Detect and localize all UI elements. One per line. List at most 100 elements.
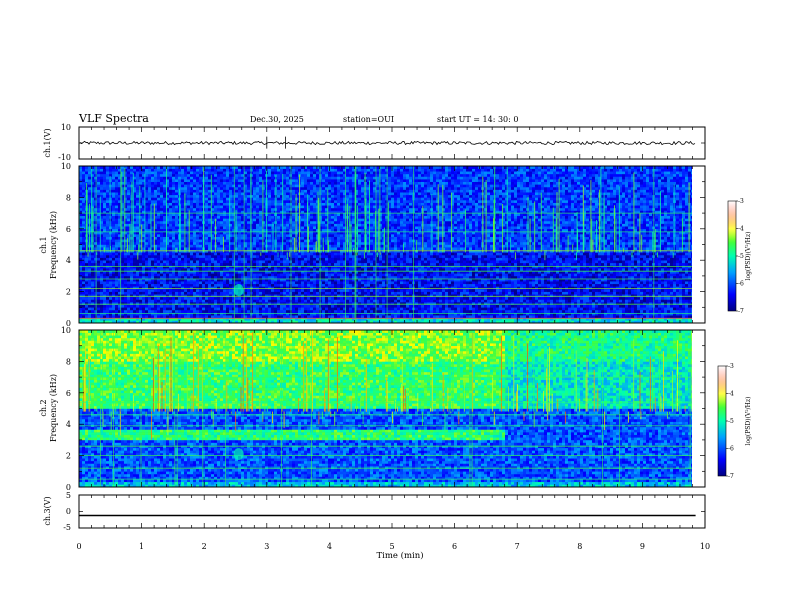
spectrogram-cell <box>163 270 167 274</box>
spectrogram-cell <box>283 294 287 298</box>
spectrogram-cell <box>109 307 113 311</box>
spectrogram-cell <box>277 223 281 227</box>
spectrogram-cell <box>277 218 281 222</box>
spectrogram-cell <box>319 286 323 290</box>
spectrogram-cell <box>196 215 200 219</box>
spectrogram-cell <box>232 315 236 319</box>
spectrogram-cell <box>148 218 152 222</box>
spectrogram-cell <box>307 307 311 311</box>
spectrogram-cell <box>286 202 290 206</box>
spectrogram-cell <box>181 210 185 214</box>
spectrogram-cell <box>142 200 146 203</box>
spectrogram-cell <box>175 176 179 180</box>
spectrogram-cell <box>196 270 200 274</box>
spectrogram-cell <box>139 294 143 298</box>
spectrogram-cell <box>127 315 131 319</box>
spectrogram-cell <box>169 247 173 251</box>
spectrogram-cell <box>217 315 221 319</box>
spectrogram-cell <box>256 239 260 243</box>
spectrogram-cell <box>136 186 140 190</box>
spectrogram-cell <box>133 218 137 222</box>
spectrogram-cell <box>175 197 179 201</box>
spectrogram-cell <box>199 234 203 237</box>
spectrogram-cell <box>193 207 197 211</box>
spectrogram-cell <box>211 236 215 240</box>
spectrogram-cell <box>181 228 185 232</box>
spectrogram-cell <box>82 278 86 282</box>
spectrogram-cell <box>316 304 320 308</box>
spectrogram-cell <box>82 213 86 217</box>
spectrogram-cell <box>133 254 137 258</box>
spectrogram-cell <box>244 281 248 285</box>
spectrogram-cell <box>169 257 173 261</box>
spectrogram-cell <box>166 231 170 235</box>
spectrogram-cell <box>175 166 179 169</box>
spectrogram-cell <box>121 262 125 266</box>
spectrogram-cell <box>97 186 101 190</box>
spectrogram-cell <box>244 168 248 172</box>
spectrogram-cell <box>271 278 275 282</box>
spectrogram-cell <box>124 228 128 232</box>
spectrogram-cell <box>154 189 158 193</box>
ch1-ylabel: ch.1(V) <box>43 128 52 157</box>
spectrogram-cell <box>199 231 203 235</box>
spectrogram-cell <box>214 254 218 258</box>
spectrogram-cell <box>214 257 218 261</box>
spectrogram-cell <box>100 176 104 180</box>
spectrogram-cell <box>148 192 152 196</box>
spectrogram-cell <box>157 296 161 300</box>
spectrogram-cell <box>145 192 149 196</box>
spectrogram-cell <box>172 257 176 261</box>
spectrogram-cell <box>259 236 263 240</box>
spectrogram-cell <box>157 320 161 323</box>
spectrogram-cell <box>184 166 188 169</box>
spectrogram-cell <box>142 315 146 319</box>
spectrogram-cell <box>193 194 197 198</box>
spectrogram-cell <box>202 257 206 261</box>
spectrogram-cell <box>172 200 176 203</box>
spectrogram-cell <box>310 218 314 222</box>
spectrogram-cell <box>262 189 266 193</box>
spectrogram-cell <box>319 166 323 169</box>
spectrogram-cell <box>226 304 230 308</box>
spectrogram-cell <box>88 283 92 287</box>
spectrogram-cell <box>121 275 125 279</box>
spectrogram-cell <box>256 262 260 266</box>
spectrogram-cell <box>163 228 167 232</box>
spectrogram-cell <box>94 247 98 251</box>
spectrogram-cell <box>100 299 104 303</box>
spectrogram-cell <box>112 281 116 285</box>
spectrogram-cell <box>169 194 173 198</box>
spectrogram-cell <box>211 234 215 237</box>
spectrogram-cell <box>169 244 173 248</box>
spectrogram-cell <box>142 186 146 190</box>
spectrogram-cell <box>172 273 176 277</box>
spectrogram-cell <box>214 294 218 298</box>
spectrogram-cell <box>193 304 197 308</box>
spectrogram-cell <box>106 173 110 177</box>
spectrogram-cell <box>118 192 122 196</box>
spectrogram-cell <box>268 262 272 266</box>
spectrogram-cell <box>130 260 134 264</box>
spectrogram-cell <box>196 231 200 235</box>
spectrogram-cell <box>103 205 107 209</box>
spectrogram-cell <box>304 184 308 188</box>
spectrogram-cell <box>316 268 320 271</box>
spectrogram-cell <box>226 231 230 235</box>
spectrogram-cell <box>91 194 95 198</box>
spectrogram-cell <box>115 194 119 198</box>
spectrogram-cell <box>103 202 107 206</box>
spectrogram-cell <box>190 262 194 266</box>
spectrogram-cell <box>82 166 86 169</box>
spectrogram-cell <box>154 194 158 198</box>
spectrogram-cell <box>160 234 164 237</box>
spectrogram-cell <box>154 320 158 323</box>
spectrogram-cell <box>172 176 176 180</box>
spectrogram-cell <box>154 281 158 285</box>
spectrogram-cell <box>283 268 287 271</box>
spectrogram-cell <box>94 288 98 292</box>
spectrogram-cell <box>85 168 89 172</box>
spectrogram-cell <box>304 268 308 271</box>
spectrogram-cell <box>142 257 146 261</box>
spectrogram-cell <box>211 220 215 224</box>
